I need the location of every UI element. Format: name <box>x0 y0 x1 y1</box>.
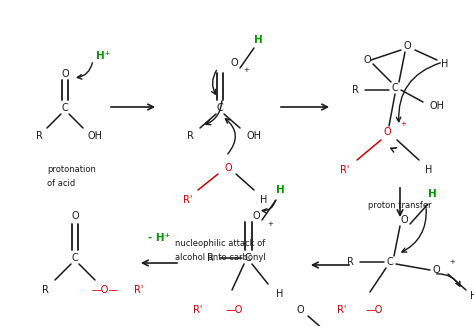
Text: OH: OH <box>246 131 262 141</box>
Text: H: H <box>428 189 437 199</box>
Text: —O—: —O— <box>91 285 118 295</box>
Text: R: R <box>187 131 193 141</box>
Text: —O: —O <box>365 305 383 315</box>
Text: nucleophilic attack of: nucleophilic attack of <box>175 239 265 247</box>
Text: OH: OH <box>88 131 102 141</box>
Text: H: H <box>275 185 284 195</box>
Text: H: H <box>425 165 433 175</box>
Text: H: H <box>276 289 283 299</box>
Text: R: R <box>36 131 43 141</box>
Text: H: H <box>470 291 474 301</box>
Text: H: H <box>441 59 449 69</box>
Text: R': R' <box>183 195 193 205</box>
Text: H: H <box>254 35 263 45</box>
Text: O: O <box>296 305 304 315</box>
Text: - H⁺: - H⁺ <box>148 233 170 243</box>
Text: O: O <box>400 215 408 225</box>
Text: +: + <box>449 259 455 265</box>
Text: R: R <box>42 285 48 295</box>
Text: C: C <box>387 257 393 267</box>
Text: O: O <box>383 127 391 137</box>
Text: R: R <box>346 257 354 267</box>
Text: R': R' <box>193 305 203 315</box>
Text: of acid: of acid <box>47 180 75 188</box>
Text: R: R <box>352 85 358 95</box>
Text: +: + <box>243 67 249 73</box>
Text: C: C <box>217 103 223 113</box>
Text: H⁺: H⁺ <box>96 51 110 61</box>
Text: O: O <box>71 211 79 221</box>
Text: OH: OH <box>429 101 445 111</box>
Text: O: O <box>403 41 411 51</box>
Text: —O: —O <box>225 305 243 315</box>
Text: C: C <box>62 103 68 113</box>
Text: protonation: protonation <box>47 166 96 174</box>
Text: +: + <box>400 121 406 127</box>
Text: R': R' <box>337 305 346 315</box>
Text: O: O <box>432 265 440 275</box>
Text: H: H <box>260 195 268 205</box>
Text: O: O <box>252 211 260 221</box>
Text: proton transfer: proton transfer <box>368 201 432 211</box>
Text: R': R' <box>134 285 144 295</box>
Text: R: R <box>207 253 213 263</box>
Text: O: O <box>230 58 238 68</box>
Text: C: C <box>72 253 78 263</box>
Text: O: O <box>363 55 371 65</box>
Text: C: C <box>392 83 398 93</box>
Text: O: O <box>224 163 232 173</box>
Text: O: O <box>61 69 69 79</box>
Text: alcohol onto carbonyl: alcohol onto carbonyl <box>174 253 265 261</box>
Text: R': R' <box>340 165 350 175</box>
Text: +: + <box>267 221 273 227</box>
Text: C: C <box>245 253 251 263</box>
